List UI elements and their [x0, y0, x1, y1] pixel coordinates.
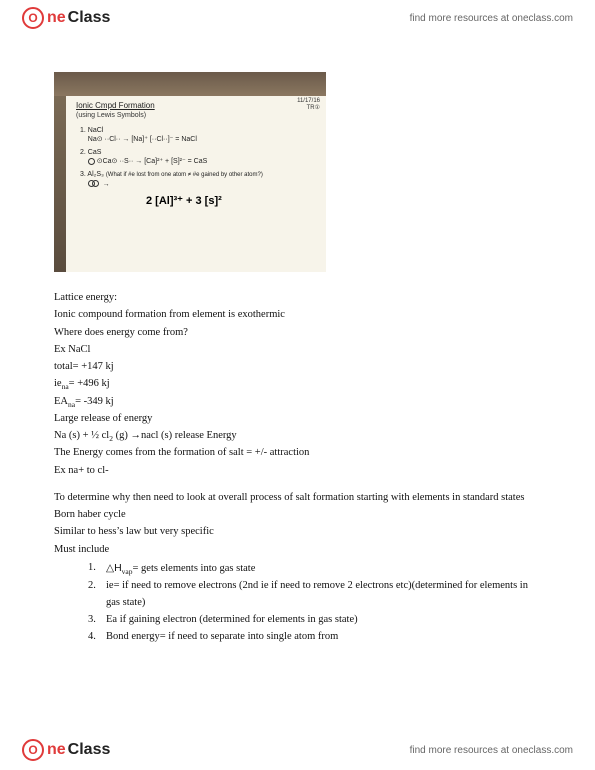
brand-logo[interactable]: OneClass [22, 7, 110, 29]
line-reaction: Na (s) + ½ cl2 (g) →nacl (s) release Ene… [54, 428, 541, 444]
handwritten-row-3: 3. Al₂S₃ (What if #e lost from one atom … [80, 170, 318, 189]
line-large: Large release of energy [54, 411, 541, 427]
document-page: OneClass find more resources at oneclass… [0, 0, 595, 770]
photo-frame-top [54, 72, 326, 96]
handwritten-row-2: 2. CaS ⊙Ca⊙ ··S·· → [Ca]²⁺ + [S]²⁻ = CaS [80, 148, 318, 166]
photo-paper-note: 11/17/16 TR① Ionic Cmpd Formation (using… [66, 96, 326, 272]
row1-eq: Na⊙ ··Cl·· → [Na]⁺ [··Cl··]⁻ = NaCl [88, 136, 197, 143]
line-born-haber: Born haber cycle [54, 507, 541, 523]
photo-frame-left [54, 96, 66, 272]
handwritten-subtitle: (using Lewis Symbols) [76, 111, 318, 122]
logo-text-ne: ne [47, 9, 66, 27]
list-number: 2. [88, 578, 106, 611]
ie-sub: na [62, 382, 69, 391]
dot-icon [92, 180, 99, 187]
header-resources-link[interactable]: find more resources at oneclass.com [410, 13, 573, 24]
list-number: 3. [88, 612, 106, 628]
row3-note: (What if #e lost from one atom ≠ #e gain… [106, 172, 263, 178]
line-hess: Similar to hess’s law but very specific [54, 524, 541, 540]
list-item: 2. ie= if need to remove electrons (2nd … [88, 578, 541, 611]
ea-post: = -349 kj [75, 396, 114, 407]
document-body: 11/17/16 TR① Ionic Cmpd Formation (using… [0, 36, 595, 656]
ie-pre: ie [54, 378, 62, 389]
line-ex-na-cl: Ex na+ to cl- [54, 463, 541, 479]
list-item: 1. △Hvap= gets elements into gas state [88, 560, 541, 577]
header-bar: OneClass find more resources at oneclass… [0, 0, 595, 36]
list-number: 4. [88, 629, 106, 645]
logo-circle-icon: O [22, 739, 44, 761]
ie-post: = +496 kj [69, 378, 110, 389]
date-line-1: 11/17/16 [297, 98, 320, 104]
row3-label: 3. Al₂S₃ [80, 171, 104, 178]
paragraph-gap [54, 480, 541, 490]
logo-text-ne: ne [47, 741, 66, 759]
row2-label: 2. CaS [80, 149, 101, 156]
footer-bar: OneClass find more resources at oneclass… [0, 730, 595, 770]
rxn-a: Na (s) + ½ cl [54, 430, 109, 441]
line-must-include: Must include [54, 542, 541, 558]
embedded-photo: 11/17/16 TR① Ionic Cmpd Formation (using… [54, 72, 326, 272]
delta-icon: △H [106, 560, 122, 576]
ea-pre: EA [54, 396, 68, 407]
i1-sub: vap [122, 567, 133, 576]
list-body-4: Bond energy= if need to separate into si… [106, 629, 541, 645]
list-body-2: ie= if need to remove electrons (2nd ie … [106, 578, 541, 611]
line-ea: EAna= -349 kj [54, 394, 541, 410]
line-where: Where does energy come from? [54, 325, 541, 341]
logo-circle-icon: O [22, 7, 44, 29]
line-energy-from: The Energy comes from the formation of s… [54, 445, 541, 461]
list-number: 1. [88, 560, 106, 577]
logo-text-class: Class [68, 741, 111, 759]
brand-logo-footer[interactable]: OneClass [22, 739, 110, 761]
handwritten-title: Ionic Cmpd Formation [76, 102, 318, 111]
line-total: total= +147 kj [54, 359, 541, 375]
numbered-list: 1. △Hvap= gets elements into gas state 2… [88, 560, 541, 645]
handwritten-row-1: 1. NaCl Na⊙ ··Cl·· → [Na]⁺ [··Cl··]⁻ = N… [80, 126, 318, 144]
footer-resources-link[interactable]: find more resources at oneclass.com [410, 745, 573, 756]
i1-post: = gets elements into gas state [133, 563, 256, 574]
row2-eq: ⊙Ca⊙ ··S·· → [Ca]²⁺ + [S]²⁻ = CaS [97, 158, 208, 165]
list-item: 4. Bond energy= if need to separate into… [88, 629, 541, 645]
line-ionic: Ionic compound formation from element is… [54, 307, 541, 323]
list-body-3: Ea if gaining electron (determined for e… [106, 612, 541, 628]
row3-equation-bold: 2 [Al]³⁺ + 3 [s]² [146, 193, 318, 210]
line-lattice: Lattice energy: [54, 290, 541, 306]
row1-label: 1. NaCl [80, 127, 103, 134]
handwritten-date: 11/17/16 TR① [297, 98, 320, 111]
rxn-b: (g) →nacl (s) release Energy [113, 430, 237, 441]
line-ie: iena= +496 kj [54, 376, 541, 392]
list-item: 3. Ea if gaining electron (determined fo… [88, 612, 541, 628]
line-determine: To determine why then need to look at ov… [54, 490, 541, 506]
list-body-1: △Hvap= gets elements into gas state [106, 560, 541, 577]
line-ex-nacl: Ex NaCl [54, 342, 541, 358]
dot-icon [88, 158, 95, 165]
logo-text-class: Class [68, 9, 111, 27]
date-line-2: TR① [307, 105, 320, 111]
